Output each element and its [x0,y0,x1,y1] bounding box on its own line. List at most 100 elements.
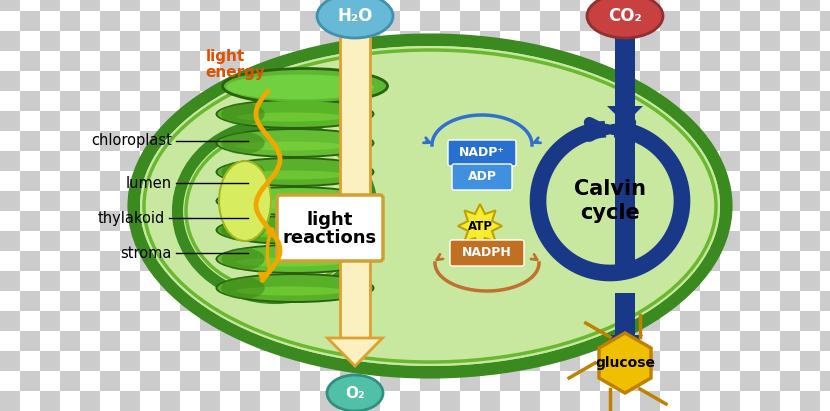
Bar [800,71,820,91]
Bar [340,251,360,271]
Ellipse shape [140,46,720,366]
Bar [820,11,830,31]
Bar [100,291,120,311]
Bar [540,371,560,391]
Bar [200,391,220,411]
Bar [60,51,80,71]
Bar [560,351,580,371]
Bar [760,91,780,111]
Bar [440,31,460,51]
Bar [60,111,80,131]
Bar [700,51,720,71]
Bar [380,371,400,391]
Bar [480,11,500,31]
Bar [520,171,540,191]
Bar [360,131,380,151]
Ellipse shape [236,113,344,122]
Bar [460,331,480,351]
Bar [140,371,160,391]
Bar [100,211,120,231]
Bar [200,371,220,391]
Bar [640,0,660,11]
Bar [0,231,20,251]
Bar [0,191,20,211]
Bar [640,71,660,91]
Bar [340,311,360,331]
Ellipse shape [217,246,373,272]
Bar [380,291,400,311]
Bar [400,391,420,411]
Bar [20,111,40,131]
Bar [800,91,820,111]
Bar [300,231,320,251]
Bar [560,51,580,71]
Bar [260,331,280,351]
Bar [220,251,240,271]
Bar [800,311,820,331]
Bar [640,271,660,291]
Bar [20,71,40,91]
Bar [600,211,620,231]
Bar [660,331,680,351]
Bar [740,251,760,271]
Bar [200,131,220,151]
Bar [620,291,640,311]
Bar [120,71,140,91]
Bar [540,131,560,151]
Bar [340,0,360,11]
Bar [60,211,80,231]
Bar [680,231,700,251]
Bar [800,111,820,131]
Bar [500,251,520,271]
Bar [500,291,520,311]
Bar [680,111,700,131]
Bar [420,171,440,191]
Bar [520,331,540,351]
Bar [140,351,160,371]
Ellipse shape [217,130,373,156]
Bar [580,11,600,31]
Bar [500,211,520,231]
Bar [0,371,20,391]
Bar [620,231,640,251]
Bar [640,251,660,271]
Bar [300,191,320,211]
Bar [540,211,560,231]
Bar [600,171,620,191]
Bar [700,11,720,31]
Bar [400,11,420,31]
Bar [780,151,800,171]
Bar [340,331,360,351]
Bar [500,271,520,291]
Bar [280,0,300,11]
Bar [60,351,80,371]
Bar [820,371,830,391]
Bar [340,71,360,91]
Bar [200,231,220,251]
Bar [520,391,540,411]
Bar [140,311,160,331]
Bar [100,191,120,211]
Bar [260,171,280,191]
Bar [580,151,600,171]
Bar [800,0,820,11]
Bar [360,71,380,91]
Bar [420,291,440,311]
Bar [360,211,380,231]
Bar [800,331,820,351]
Bar [820,111,830,131]
Bar [80,391,100,411]
Bar [480,331,500,351]
Bar [700,251,720,271]
Text: lumen: lumen [126,175,172,191]
Bar [380,131,400,151]
Bar [20,131,40,151]
Bar [560,231,580,251]
Bar [220,271,240,291]
Bar [40,71,60,91]
Bar [440,11,460,31]
Ellipse shape [236,141,344,150]
Bar [400,251,420,271]
Bar [620,151,640,171]
Bar [200,251,220,271]
